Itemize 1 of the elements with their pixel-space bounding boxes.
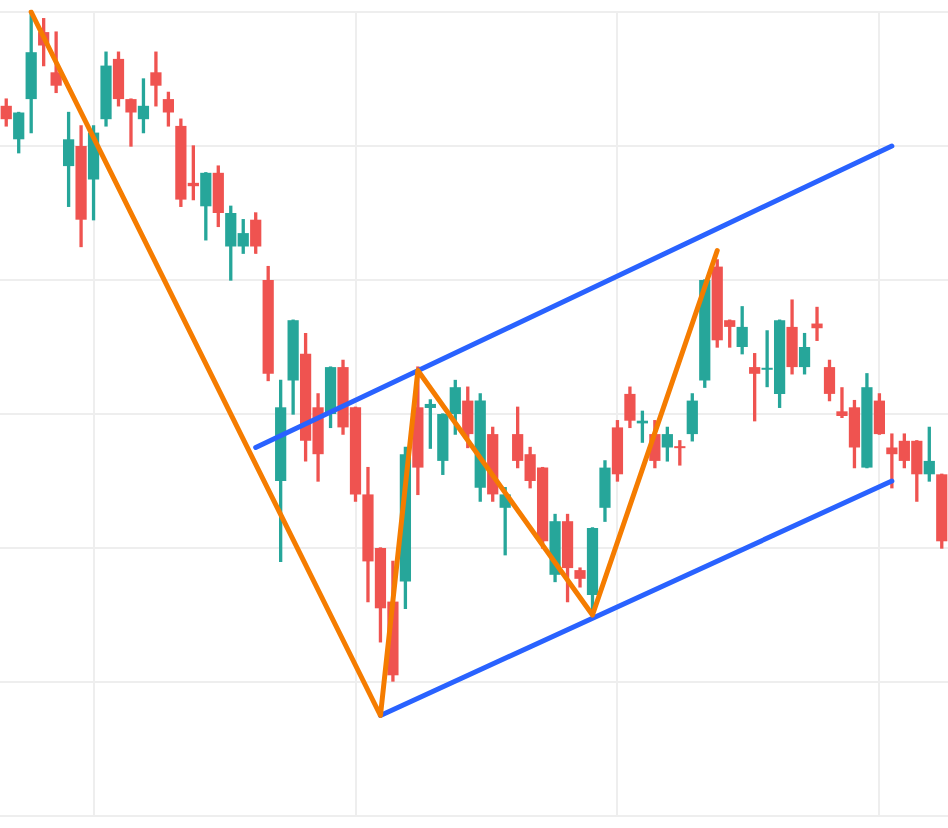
candlestick — [811, 306, 823, 341]
